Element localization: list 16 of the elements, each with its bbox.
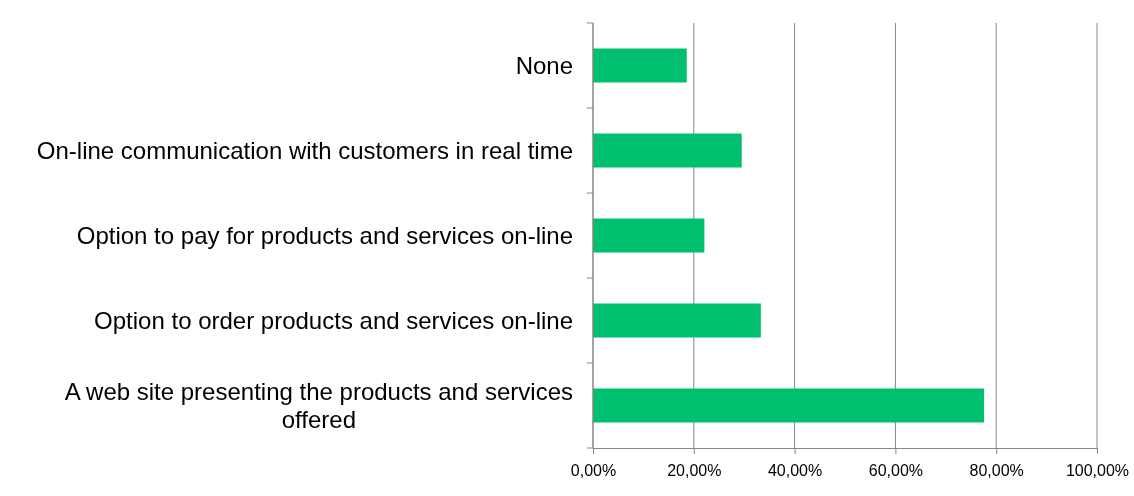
x-tick-label: 40,00% [767, 462, 823, 480]
y-tick-label: On-line communication with customers in real time [36, 136, 573, 164]
x-tick-label: 20,00% [667, 462, 722, 480]
y-tick-label: Option to pay for products and services on-line [76, 221, 573, 249]
bar [593, 218, 705, 253]
y-tick-label: Option to order products and services on-line [94, 306, 573, 334]
bar [593, 303, 761, 338]
bar [593, 388, 985, 423]
x-tick-label: 80,00% [969, 462, 1024, 480]
bar [593, 133, 742, 168]
x-tick-label: 60,00% [868, 462, 924, 480]
x-tick-label: 100,00% [1065, 462, 1130, 480]
y-tick-label: A web site presenting the products and services offered [64, 377, 573, 433]
bar [593, 48, 687, 83]
y-tick-label: None [515, 51, 573, 79]
x-tick-label: 0,00% [570, 462, 617, 480]
